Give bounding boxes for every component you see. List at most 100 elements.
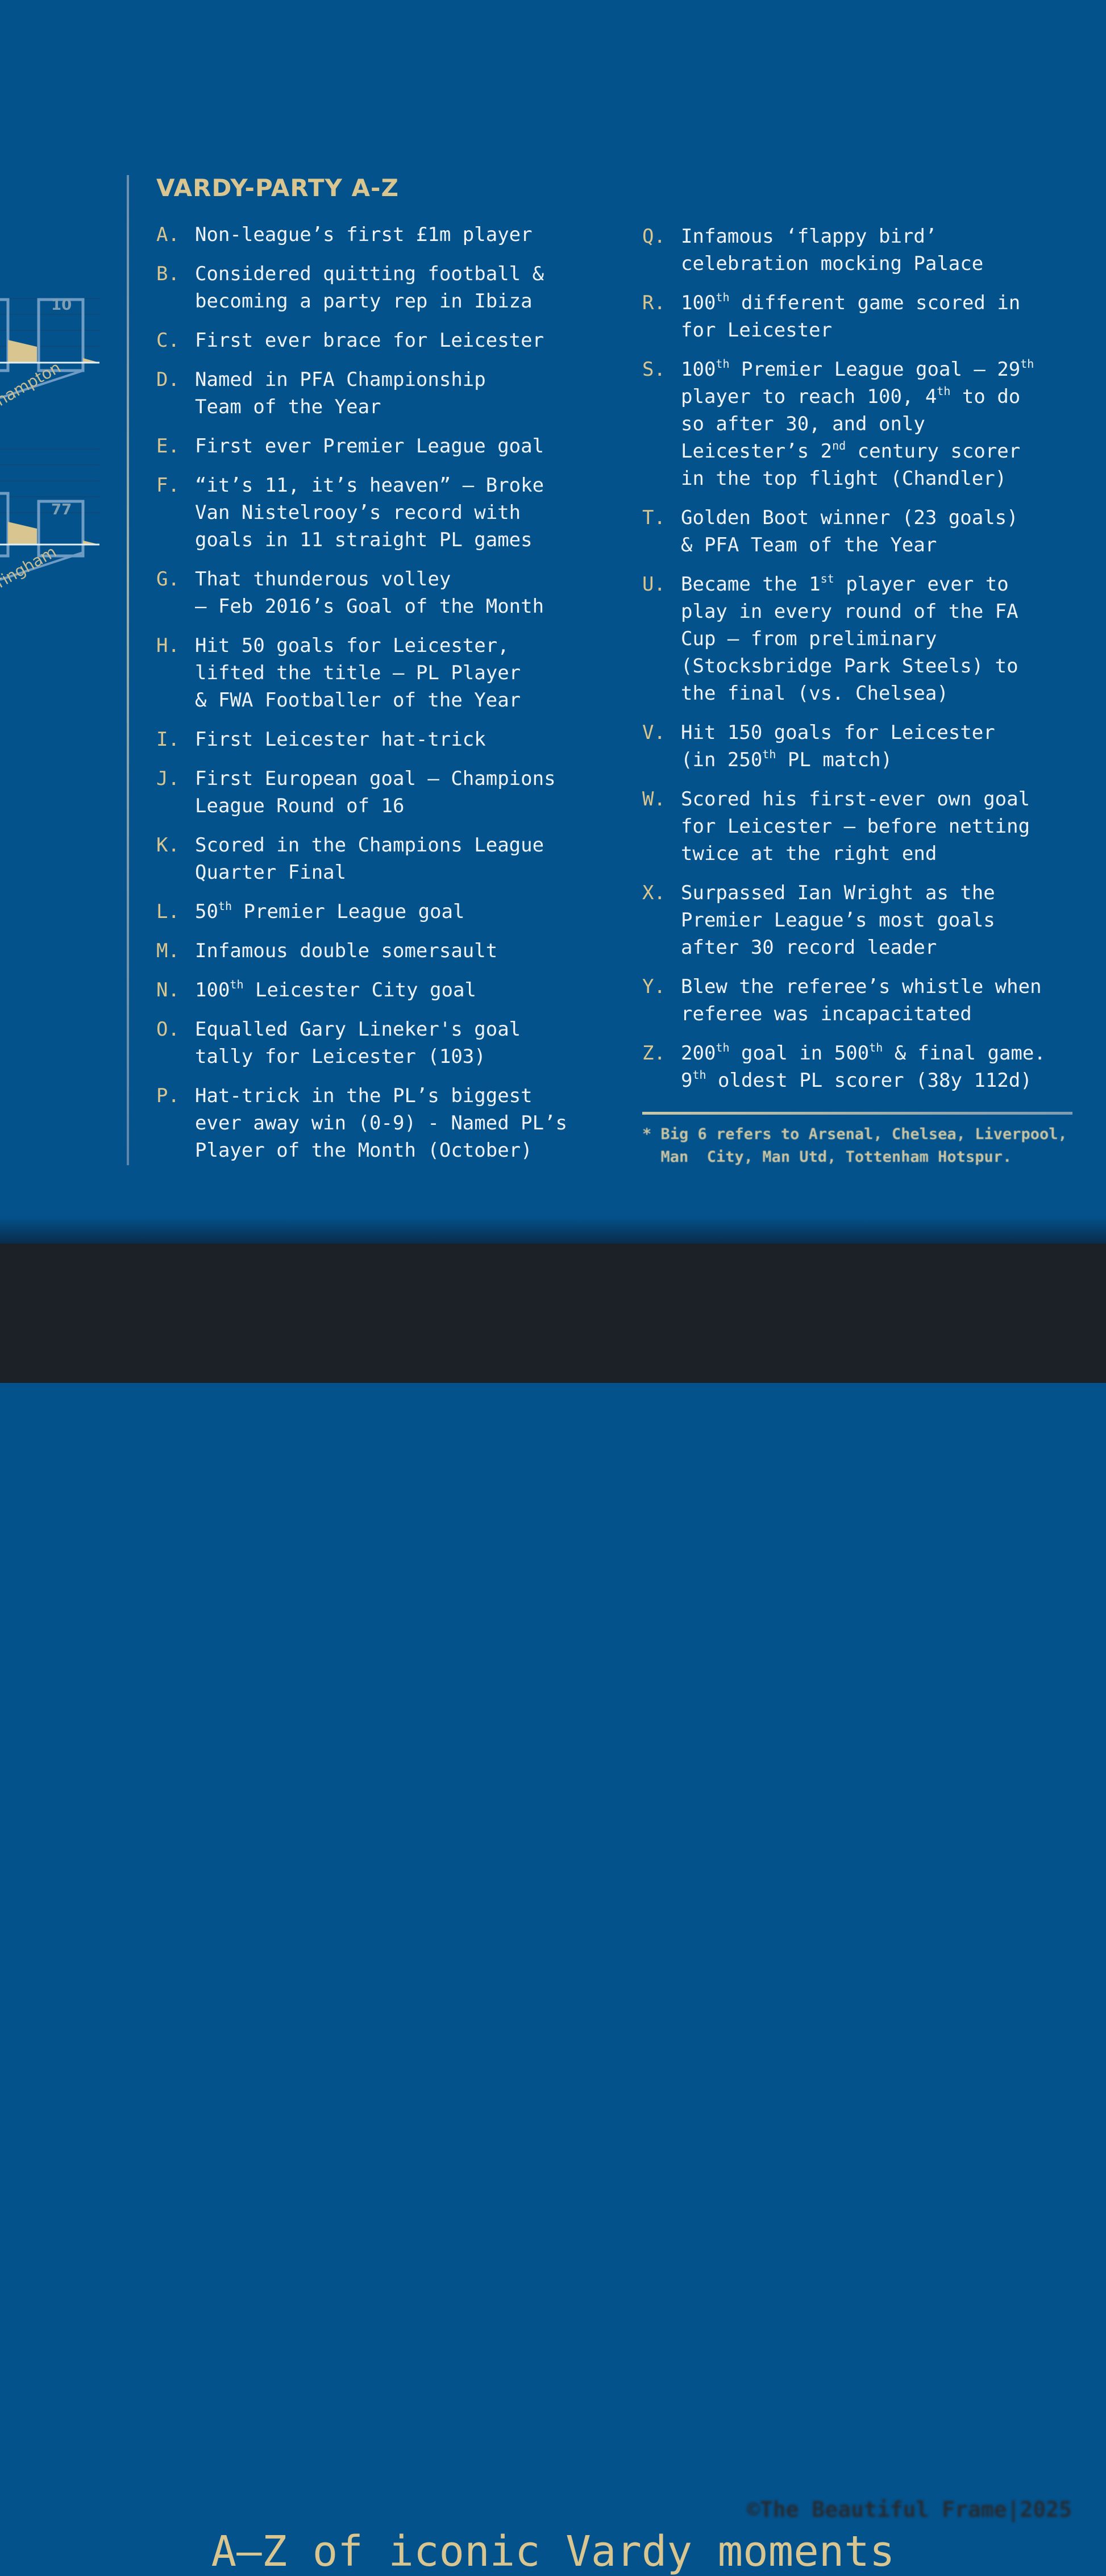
item-text: Infamous double somersault: [195, 937, 497, 965]
item-text-line: Leicester’s 2nd century scorer: [681, 439, 1021, 463]
list-item: P. Hat-trick in the PL’s biggest ever away…: [156, 1082, 611, 1164]
item-text-line: Scored in the Champions League: [195, 834, 544, 857]
item-text-line: celebration mocking Palace: [681, 252, 984, 275]
item-text: Scored in the Champions League Quarter Fi…: [195, 832, 544, 886]
item-text-line: Hit 150 goals for Leicester: [681, 721, 995, 744]
item-text: 100th Premier League goal – 29th player t…: [681, 356, 1034, 492]
list-item: V. Hit 150 goals for Leicester (in 250th P…: [642, 719, 1097, 774]
item-text: Infamous ‘flappy bird’ celebration mockin…: [681, 223, 983, 277]
list-item: E. First ever Premier League goal: [156, 433, 611, 460]
item-text: 50th Premier League goal: [195, 898, 464, 925]
item-letter: Z.: [642, 1042, 666, 1065]
bar-value-label: 10: [51, 297, 72, 314]
item-text-line: the final (vs. Chelsea): [681, 682, 949, 705]
item-letter: F.: [156, 474, 180, 497]
list-item: Y. Blew the referee’s whistle when referee…: [642, 973, 1097, 1028]
list-item: I. First Leicester hat-trick: [156, 726, 611, 753]
list-item: N. 100th Leicester City goal: [156, 977, 611, 1004]
list-item: B. Considered quitting football & becoming…: [156, 260, 611, 315]
item-text: First Leicester hat-trick: [195, 726, 486, 753]
ordinal-suffix: th: [716, 1041, 730, 1054]
item-text: That thunderous volley – Feb 2016’s Goal …: [195, 566, 544, 620]
list-item: F. “it’s 11, it’s heaven” – Broke Van Nist…: [156, 472, 611, 554]
caption: A–Z of iconic Vardy moments: [211, 2527, 895, 2576]
item-text: Golden Boot winner (23 goals) & PFA Team …: [681, 504, 1018, 559]
ordinal-suffix: th: [937, 384, 951, 398]
item-text: Considered quitting football & becoming a…: [195, 260, 544, 315]
item-text-line: Van Nistelrooy’s record with: [195, 501, 521, 524]
item-text-line: ever away win (0-9) - Named PL’s: [195, 1112, 568, 1135]
item-letter: T.: [642, 506, 666, 529]
item-text: Non-league’s first £1m player: [195, 221, 533, 248]
ordinal-suffix: th: [230, 978, 244, 991]
item-letter: W.: [642, 788, 666, 811]
item-text-line: Surpassed Ian Wright as the: [681, 882, 995, 904]
item-text-line: becoming a party rep in Ibiza: [195, 290, 533, 313]
list-item: X. Surpassed Ian Wright as the Premier Lea…: [642, 879, 1097, 961]
item-text-line: Hit 50 goals for Leicester,: [195, 634, 509, 657]
item-letter: A.: [156, 223, 180, 246]
item-text-line: & PFA Team of the Year: [681, 534, 937, 556]
item-text-line: Cup – from preliminary: [681, 628, 937, 650]
item-text-line: First ever brace for Leicester: [195, 329, 544, 352]
list-item: M. Infamous double somersault: [156, 937, 611, 965]
item-text-line: lifted the title – PL Player: [195, 662, 521, 684]
item-letter: R.: [642, 292, 666, 314]
item-text-line: goals in 11 straight PL games: [195, 529, 533, 551]
item-text-line: tally for Leicester (103): [195, 1045, 486, 1068]
ordinal-suffix: st: [820, 572, 834, 585]
item-text-line: Equalled Gary Lineker's goal: [195, 1018, 521, 1041]
list-item: L. 50th Premier League goal: [156, 898, 611, 925]
ordinal-suffix: nd: [832, 439, 846, 452]
item-letter: I.: [156, 728, 180, 751]
ordinal-suffix: th: [762, 747, 776, 761]
item-text: Hit 50 goals for Leicester, lifted the ti…: [195, 632, 521, 714]
item-text-line: Scored his first-ever own goal: [681, 788, 1030, 811]
footnote: * Big 6 refers to Arsenal, Chelsea, Live…: [642, 1125, 1067, 1166]
bar-value-label: 77: [51, 501, 72, 518]
item-letter: V.: [642, 721, 666, 744]
list-item: J. First European goal – Champions League …: [156, 765, 611, 820]
footnote-divider: [642, 1112, 1072, 1115]
item-text-line: Considered quitting football &: [195, 263, 544, 285]
item-text-line: twice at the right end: [681, 842, 937, 865]
ordinal-suffix: th: [716, 357, 730, 371]
ordinal-suffix: th: [1020, 357, 1034, 371]
item-text: First ever Premier League goal: [195, 433, 544, 460]
item-text-line: Golden Boot winner (23 goals): [681, 506, 1018, 529]
list-item: U. Became the 1st player ever to play in e…: [642, 571, 1097, 707]
list-item: C. First ever brace for Leicester: [156, 327, 611, 354]
az-list-right: Q. Infamous ‘flappy bird’ celebration mock…: [642, 223, 1097, 1106]
list-item: R. 100th different game scored in for Leic…: [642, 289, 1097, 344]
item-text-line: Infamous double somersault: [195, 940, 498, 962]
item-text-line: play in every round of the FA: [681, 600, 1018, 623]
item-text: 100th Leicester City goal: [195, 977, 476, 1004]
ordinal-suffix: th: [692, 1068, 706, 1082]
item-letter: U.: [642, 573, 666, 596]
list-item: K. Scored in the Champions League Quarter …: [156, 832, 611, 886]
item-letter: J.: [156, 767, 180, 790]
item-text-line: Player of the Month (October): [195, 1139, 533, 1162]
item-text-line: in the top flight (Chandler): [681, 467, 1007, 490]
item-text-line: for Leicester: [681, 319, 833, 342]
list-item: T. Golden Boot winner (23 goals) & PFA Tea…: [642, 504, 1097, 559]
list-item: O. Equalled Gary Lineker's goal tally for …: [156, 1016, 611, 1070]
item-text-line: & FWA Footballer of the Year: [195, 689, 521, 712]
item-text-line: 9th oldest PL scorer (38y 112d): [681, 1068, 1032, 1092]
item-letter: P.: [156, 1085, 180, 1107]
item-text-line: (in 250th PL match): [681, 747, 893, 771]
item-letter: E.: [156, 435, 180, 458]
bar-chart-fragment: 10 hampton 77 ringham: [0, 297, 99, 592]
item-letter: D.: [156, 368, 180, 391]
list-item: Q. Infamous ‘flappy bird’ celebration mock…: [642, 223, 1097, 277]
item-text-line: Quarter Final: [195, 861, 347, 884]
item-text-line: 200th goal in 500th & final game.: [681, 1041, 1046, 1065]
item-text-line: 100th Leicester City goal: [195, 978, 476, 1002]
item-text-line: so after 30, and only: [681, 413, 925, 435]
item-text: Blew the referee’s whistle when referee w…: [681, 973, 1042, 1028]
chart-fragment-bottom: 77 ringham: [0, 448, 99, 592]
item-text: Scored his first-ever own goal for Leices…: [681, 786, 1030, 867]
item-text-line: player to reach 100, 4th to do: [681, 384, 1021, 408]
item-text: First ever brace for Leicester: [195, 327, 544, 354]
item-text-line: First Leicester hat-trick: [195, 728, 486, 751]
